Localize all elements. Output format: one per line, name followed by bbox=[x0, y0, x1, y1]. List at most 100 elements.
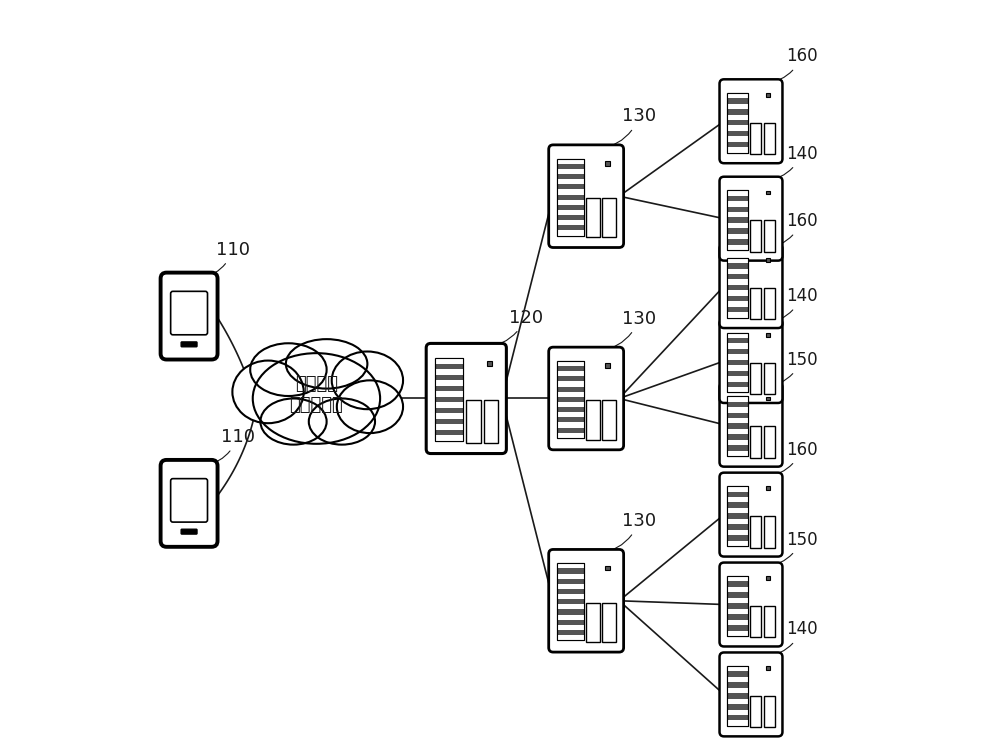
Bar bbox=[435, 435, 463, 441]
Bar bbox=[727, 190, 748, 250]
Bar bbox=[727, 396, 748, 456]
Bar bbox=[557, 432, 584, 438]
Bar bbox=[557, 635, 584, 640]
Text: 150: 150 bbox=[765, 531, 818, 567]
Bar bbox=[727, 486, 748, 492]
Bar bbox=[727, 365, 748, 371]
Bar bbox=[557, 210, 584, 215]
Bar bbox=[750, 696, 761, 727]
Bar bbox=[766, 190, 770, 194]
Bar bbox=[557, 179, 584, 184]
FancyBboxPatch shape bbox=[171, 478, 208, 522]
Bar bbox=[727, 268, 748, 274]
Bar bbox=[766, 333, 770, 337]
Bar bbox=[557, 361, 584, 438]
Bar bbox=[727, 104, 748, 109]
FancyBboxPatch shape bbox=[720, 244, 782, 328]
Bar bbox=[727, 497, 748, 502]
Bar bbox=[557, 563, 584, 569]
Bar bbox=[727, 630, 748, 636]
Bar bbox=[557, 159, 584, 164]
Bar bbox=[727, 332, 748, 393]
Bar bbox=[727, 126, 748, 131]
Bar bbox=[557, 361, 584, 366]
Bar bbox=[557, 361, 584, 438]
Bar bbox=[764, 362, 775, 394]
Bar bbox=[557, 159, 584, 235]
Bar bbox=[435, 369, 463, 374]
Bar bbox=[435, 358, 463, 441]
Bar bbox=[727, 529, 748, 535]
Bar bbox=[605, 363, 610, 368]
Bar bbox=[557, 563, 584, 640]
Bar bbox=[727, 258, 748, 263]
Bar bbox=[727, 92, 748, 99]
Bar bbox=[766, 487, 770, 490]
Bar bbox=[727, 114, 748, 120]
Bar bbox=[557, 574, 584, 579]
Text: 140: 140 bbox=[765, 620, 818, 656]
Bar bbox=[727, 576, 748, 636]
FancyBboxPatch shape bbox=[720, 319, 782, 403]
Bar bbox=[727, 244, 748, 250]
Bar bbox=[727, 486, 748, 546]
Bar bbox=[557, 563, 584, 640]
Bar bbox=[727, 519, 748, 524]
Bar bbox=[727, 620, 748, 625]
Bar bbox=[750, 426, 761, 458]
Bar bbox=[727, 608, 748, 614]
Text: 110: 110 bbox=[205, 428, 255, 465]
Bar bbox=[727, 587, 748, 593]
Bar bbox=[435, 380, 463, 386]
Text: 120: 120 bbox=[483, 308, 543, 347]
Bar bbox=[727, 354, 748, 359]
Text: 110: 110 bbox=[201, 241, 250, 278]
Bar bbox=[727, 418, 748, 423]
Bar bbox=[766, 93, 770, 97]
FancyBboxPatch shape bbox=[181, 342, 197, 347]
Bar bbox=[727, 258, 748, 317]
Bar bbox=[727, 190, 748, 196]
Bar bbox=[557, 423, 584, 428]
Bar bbox=[764, 516, 775, 547]
Bar bbox=[766, 576, 770, 581]
Bar bbox=[602, 602, 616, 642]
FancyBboxPatch shape bbox=[161, 273, 218, 359]
Bar bbox=[557, 605, 584, 609]
Bar bbox=[727, 302, 748, 307]
Bar bbox=[750, 516, 761, 547]
Bar bbox=[766, 666, 770, 670]
Bar bbox=[484, 401, 498, 443]
Bar bbox=[557, 371, 584, 376]
Bar bbox=[727, 440, 748, 445]
Bar bbox=[764, 606, 775, 638]
Bar bbox=[727, 234, 748, 239]
Bar bbox=[557, 190, 584, 195]
Bar bbox=[727, 387, 748, 393]
FancyBboxPatch shape bbox=[720, 79, 782, 163]
Bar bbox=[727, 396, 748, 456]
FancyBboxPatch shape bbox=[720, 562, 782, 647]
Bar bbox=[727, 666, 748, 726]
FancyBboxPatch shape bbox=[720, 177, 782, 261]
Bar bbox=[557, 412, 584, 417]
Bar bbox=[727, 677, 748, 682]
Bar bbox=[435, 391, 463, 397]
Bar bbox=[586, 602, 600, 642]
Bar bbox=[727, 376, 748, 381]
Ellipse shape bbox=[286, 339, 367, 389]
Text: 160: 160 bbox=[765, 212, 818, 248]
Bar bbox=[727, 201, 748, 207]
Bar bbox=[727, 407, 748, 413]
Bar bbox=[487, 361, 492, 365]
Bar bbox=[557, 594, 584, 599]
Ellipse shape bbox=[309, 399, 375, 444]
Bar bbox=[435, 402, 463, 408]
Bar bbox=[766, 258, 770, 262]
FancyBboxPatch shape bbox=[720, 473, 782, 556]
Bar bbox=[586, 198, 600, 238]
Bar bbox=[727, 429, 748, 435]
Bar bbox=[727, 190, 748, 250]
Ellipse shape bbox=[332, 351, 403, 409]
Bar bbox=[727, 486, 748, 546]
